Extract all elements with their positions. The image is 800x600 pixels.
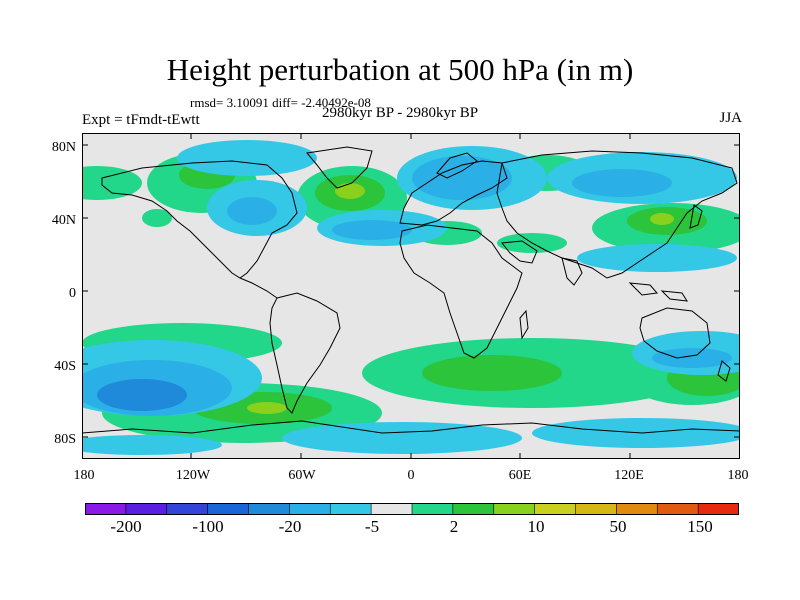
colorbar-label-minus-20: -20 bbox=[278, 517, 302, 536]
colorbar-cell bbox=[125, 503, 168, 515]
world-map-panel bbox=[82, 133, 740, 459]
lat-label-80s: 80S bbox=[54, 432, 76, 447]
negative-anomaly-regions bbox=[82, 140, 740, 455]
colorbar-cell bbox=[411, 503, 454, 515]
map-title: Height perturbation at 500 hPa (in m) bbox=[166, 52, 634, 87]
colorbar-label-minus-100: -100 bbox=[192, 517, 224, 536]
lon-label-60e: 60E bbox=[508, 468, 532, 483]
lon-label-180e: 180 bbox=[727, 468, 749, 483]
coastlines bbox=[82, 146, 740, 434]
colorbar-cell bbox=[329, 503, 372, 515]
colorbar-cell bbox=[493, 503, 536, 515]
colorbar bbox=[85, 503, 739, 515]
colorbar-cell bbox=[370, 503, 413, 515]
lat-label-40s: 40S bbox=[54, 359, 76, 374]
colorbar-label-minus-200: -200 bbox=[110, 517, 142, 536]
colorbar-cell bbox=[575, 503, 617, 515]
colorbar-cell bbox=[697, 503, 739, 515]
colorbar-cells bbox=[85, 503, 739, 515]
lon-label-180w: 180 bbox=[73, 468, 95, 483]
season-label: JJA bbox=[719, 110, 742, 126]
colorbar-label-10: 10 bbox=[527, 517, 545, 536]
colorbar-label-minus-5: -5 bbox=[364, 517, 380, 536]
lon-label-120w: 120W bbox=[175, 468, 211, 483]
colorbar-cell bbox=[534, 503, 577, 515]
colorbar-cell bbox=[85, 503, 127, 515]
colorbar-cell bbox=[289, 503, 331, 515]
positive-anomaly-regions bbox=[82, 153, 740, 443]
lat-label-0: 0 bbox=[69, 286, 76, 301]
colorbar-label-150: 150 bbox=[687, 517, 713, 536]
lon-label-120e: 120E bbox=[614, 468, 644, 483]
lat-label-80n: 80N bbox=[51, 140, 76, 155]
period-label: 2980kyr BP - 2980kyr BP bbox=[322, 105, 479, 121]
colorbar-label-50: 50 bbox=[609, 517, 627, 536]
colorbar-cell bbox=[616, 503, 658, 515]
colorbar-cell bbox=[207, 503, 250, 515]
axis-ticks bbox=[82, 133, 740, 459]
colorbar-cell bbox=[452, 503, 495, 515]
colorbar-label-2: 2 bbox=[449, 517, 459, 536]
lon-label-60w: 60W bbox=[288, 468, 316, 483]
colorbar-cell bbox=[656, 503, 699, 515]
experiment-label: Expt = tFmdt-tEwtt bbox=[82, 112, 200, 128]
stats-text: rmsd= 3.10091 diff= -2.40492e-08 bbox=[190, 95, 371, 110]
colorbar-cell bbox=[166, 503, 209, 515]
lon-label-0: 0 bbox=[407, 468, 415, 483]
lat-label-40n: 40N bbox=[51, 213, 76, 228]
colorbar-cell bbox=[248, 503, 290, 515]
